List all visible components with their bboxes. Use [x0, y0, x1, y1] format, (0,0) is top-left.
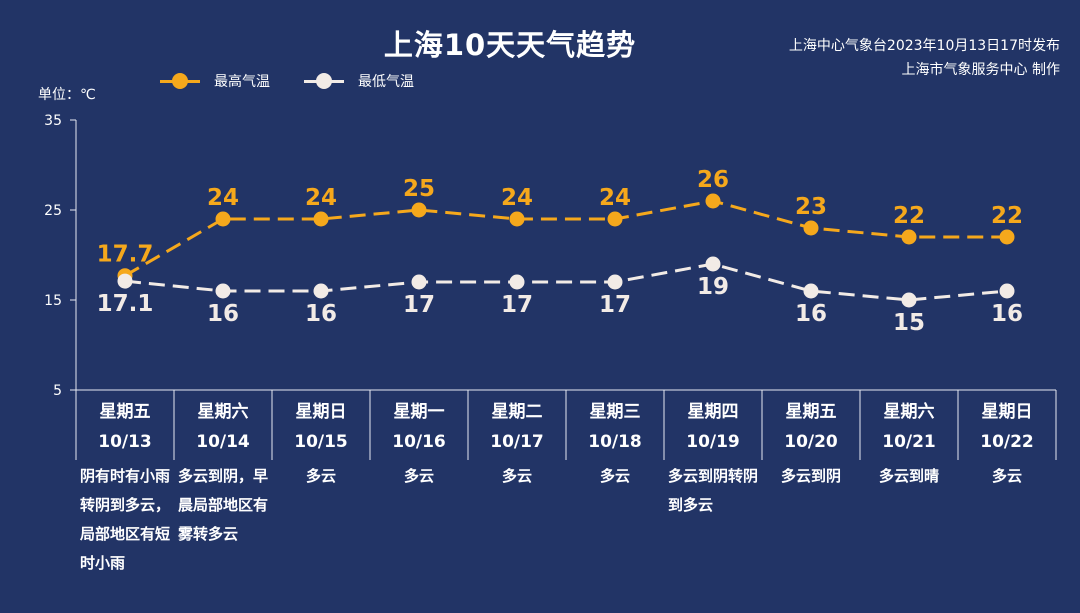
weekday-label: 星期五 — [785, 402, 837, 422]
high-temp-label: 25 — [403, 176, 435, 202]
legend-high-label: 最高气温 — [214, 74, 270, 90]
low-temp-point — [509, 274, 525, 290]
weekday-label: 星期四 — [687, 402, 739, 422]
day-header: 星期日 10/22 — [958, 397, 1056, 457]
weekday-label: 星期六 — [883, 402, 935, 422]
date-label: 10/20 — [784, 432, 838, 452]
low-temp-label: 17 — [501, 292, 533, 318]
low-temp-label: 17 — [403, 292, 435, 318]
low-temp-label: 16 — [795, 301, 827, 327]
high-temp-label: 22 — [893, 203, 925, 229]
source-line-2: 上海市气象服务中心 制作 — [901, 62, 1060, 78]
weekday-label: 星期二 — [491, 402, 543, 422]
low-temp-point — [803, 283, 819, 299]
date-label: 10/16 — [392, 432, 446, 452]
weekday-label: 星期三 — [589, 402, 641, 422]
weather-description: 多云 — [501, 467, 532, 485]
weather-description: 多云到晴 — [878, 467, 939, 485]
y-tick-label: 35 — [44, 113, 62, 129]
source-info: 上海中心气象台2023年10月13日17时发布 上海市气象服务中心 制作 — [789, 34, 1060, 82]
day-header: 星期三 10/18 — [566, 397, 664, 457]
weather-description: 多云到阴 — [780, 467, 841, 485]
legend-item-high: 最高气温 — [160, 71, 270, 91]
weekday-label: 星期五 — [99, 402, 151, 422]
day-header: 星期六 10/14 — [174, 397, 272, 457]
y-tick-label: 5 — [53, 383, 62, 399]
high-temp-point — [411, 202, 427, 218]
day-header: 星期四 10/19 — [664, 397, 762, 457]
day-header: 星期五 10/13 — [76, 397, 174, 457]
date-label: 10/19 — [686, 432, 740, 452]
y-tick-label: 15 — [44, 293, 62, 309]
chart-title: 上海10天天气趋势 — [383, 28, 637, 62]
weekday-label: 星期日 — [295, 402, 347, 422]
date-label: 10/22 — [980, 432, 1034, 452]
day-header: 星期二 10/17 — [468, 397, 566, 457]
low-temp-label: 17.1 — [97, 291, 154, 317]
day-header: 星期一 10/16 — [370, 397, 468, 457]
high-temp-label: 22 — [991, 203, 1023, 229]
high-temp-label: 24 — [305, 185, 337, 211]
high-temp-point — [509, 211, 525, 227]
high-temp-label: 24 — [207, 185, 239, 211]
day-header: 星期日 10/15 — [272, 397, 370, 457]
low-temp-point — [411, 274, 427, 290]
date-label: 10/18 — [588, 432, 642, 452]
date-label: 10/14 — [196, 432, 250, 452]
date-label: 10/21 — [882, 432, 936, 452]
low-temp-point — [999, 283, 1015, 299]
high-temp-label: 26 — [697, 167, 729, 193]
high-temp-label: 23 — [795, 194, 827, 220]
date-label: 10/15 — [294, 432, 348, 452]
weather-description: 多云 — [599, 467, 630, 485]
legend-item-low: 最低气温 — [304, 71, 414, 91]
low-temp-label: 16 — [991, 301, 1023, 327]
legend-high-marker — [160, 72, 200, 89]
low-temp-point — [313, 283, 329, 299]
weather-description: 多云 — [305, 467, 336, 485]
high-temp-point — [999, 229, 1015, 245]
low-temp-point — [705, 256, 721, 272]
date-label: 10/13 — [98, 432, 152, 452]
high-temp-line — [124, 199, 1007, 277]
weather-description: 多云 — [991, 467, 1022, 485]
high-temp-point — [803, 220, 819, 236]
unit-label: 单位：℃ — [38, 87, 96, 103]
low-temp-label: 19 — [697, 274, 729, 300]
low-temp-label: 16 — [207, 301, 239, 327]
low-temp-label: 17 — [599, 292, 631, 318]
source-line-1: 上海中心气象台2023年10月13日17时发布 — [788, 38, 1060, 54]
low-temp-point — [215, 283, 231, 299]
day-header: 星期五 10/20 — [762, 397, 860, 457]
low-temp-line — [124, 262, 1008, 302]
high-temp-label: 17.7 — [97, 242, 154, 268]
low-temp-point — [117, 273, 133, 289]
weather-description: 阴有时有小雨转阴到多云，局部地区有短时小雨 — [80, 467, 171, 572]
date-label: 10/17 — [490, 432, 544, 452]
weekday-label: 星期日 — [981, 402, 1033, 422]
weekday-label: 星期六 — [197, 402, 249, 422]
high-temp-point — [901, 229, 917, 245]
y-tick-label: 25 — [44, 203, 62, 219]
weather-description: 多云到阴转阴到多云 — [668, 467, 759, 514]
high-temp-point — [607, 211, 623, 227]
low-temp-label: 15 — [893, 310, 925, 336]
high-temp-point — [215, 211, 231, 227]
weather-description: 多云到阴，早晨局部地区有雾转多云 — [178, 467, 269, 543]
legend: 最高气温 最低气温 — [160, 70, 448, 92]
high-temp-label: 24 — [599, 185, 631, 211]
high-temp-point — [313, 211, 329, 227]
low-temp-label: 16 — [305, 301, 337, 327]
high-temp-point — [705, 193, 721, 209]
low-temp-point — [901, 292, 917, 308]
weekday-label: 星期一 — [393, 402, 445, 422]
legend-low-label: 最低气温 — [358, 74, 414, 90]
legend-low-marker — [304, 72, 344, 89]
low-temp-point — [607, 274, 623, 290]
high-temp-label: 24 — [501, 185, 533, 211]
day-header: 星期六 10/21 — [860, 397, 958, 457]
weather-description: 多云 — [403, 467, 434, 485]
